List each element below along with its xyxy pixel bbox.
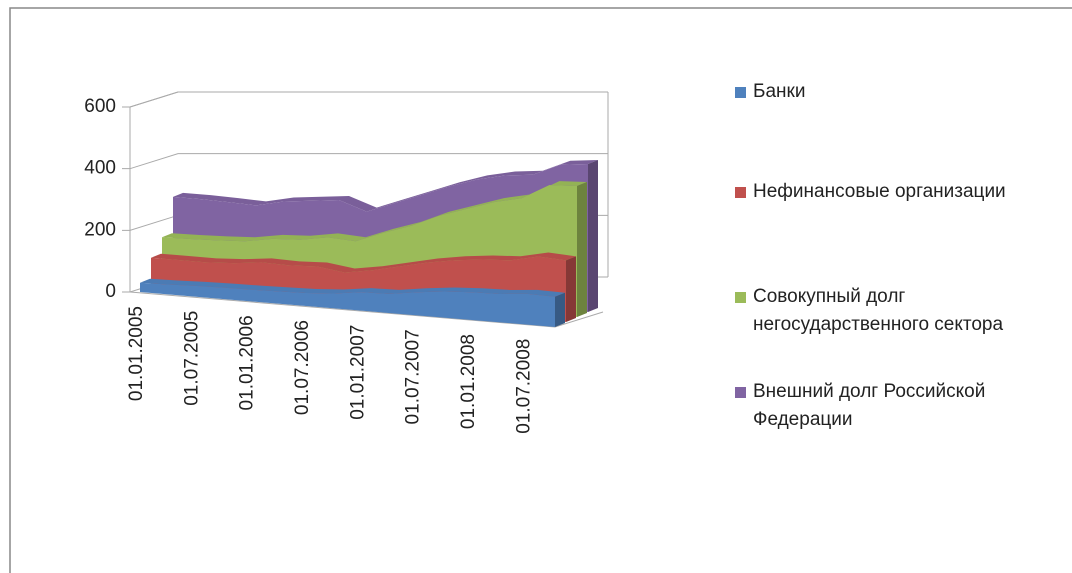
legend-label: Совокупный долг негосударственного секто… xyxy=(753,286,1004,335)
y-tick-label: 600 xyxy=(84,96,116,117)
y-tick-label: 400 xyxy=(84,158,116,179)
legend-swatch xyxy=(735,387,746,398)
legend-swatch xyxy=(735,87,746,98)
area-side xyxy=(566,256,576,322)
x-tick-label: 01.01.2008 xyxy=(458,334,479,429)
legend-swatch xyxy=(735,292,746,303)
x-tick-label: 01.07.2008 xyxy=(513,339,534,434)
area-top xyxy=(162,181,587,242)
y-tick-label: 200 xyxy=(84,219,116,240)
area-top xyxy=(151,252,576,273)
legend-item: Нефинансовые организации xyxy=(735,178,1063,206)
grid-line xyxy=(122,153,608,170)
y-tick-label: 0 xyxy=(105,281,116,302)
x-tick-label: 01.07.2005 xyxy=(181,311,202,406)
x-tick-label: 01.01.2007 xyxy=(347,325,368,420)
area xyxy=(140,282,555,327)
legend-item: Банки xyxy=(735,78,1063,106)
x-tick-label: 01.01.2006 xyxy=(237,315,258,410)
area-side xyxy=(555,292,565,327)
legend-item: Внешний долг Российской Федерации xyxy=(735,378,1063,434)
legend-label: Внешний долг Российской Федерации xyxy=(753,381,986,430)
x-tick-label: 01.07.2007 xyxy=(403,329,424,424)
legend-label: Нефинансовые организации xyxy=(753,181,1006,202)
area-side xyxy=(577,181,587,317)
area-side xyxy=(588,160,598,312)
x-tick-label: 01.07.2006 xyxy=(292,320,313,415)
legend-swatch xyxy=(735,187,746,198)
x-tick-label: 01.01.2005 xyxy=(126,306,147,401)
frame xyxy=(9,7,1072,573)
legend-item: Совокупный долг негосударственного секто… xyxy=(735,283,1063,339)
legend-label: Банки xyxy=(753,81,806,102)
grid-line xyxy=(122,91,608,108)
